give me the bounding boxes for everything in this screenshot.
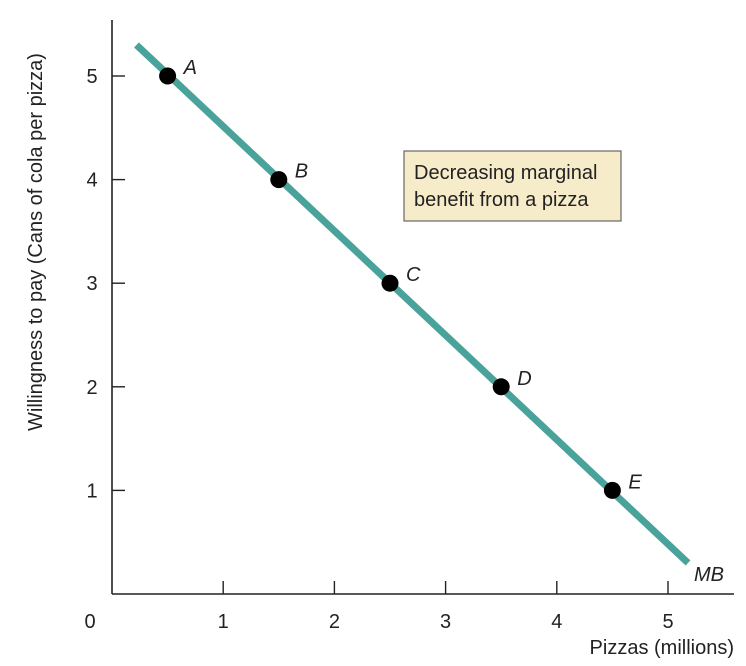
origin-label: 0 — [84, 611, 95, 633]
annotation-box: Decreasing marginal benefit from a pizza — [403, 150, 622, 222]
x-tick-label-3: 3 — [440, 611, 451, 633]
x-tick-label-2: 2 — [329, 611, 340, 633]
y-tick-label-5: 5 — [86, 66, 97, 88]
point-b — [270, 171, 288, 189]
mb-curve — [134, 42, 691, 566]
point-a — [159, 67, 177, 85]
point-label-c: C — [406, 264, 421, 286]
ticks — [112, 75, 669, 594]
x-tick-label-5: 5 — [662, 611, 673, 633]
y-tick-label-4: 4 — [86, 170, 97, 192]
y-tick-label-1: 1 — [86, 480, 97, 502]
annotation-background — [403, 150, 622, 222]
point-e — [603, 481, 621, 499]
y-tick-label-3: 3 — [86, 273, 97, 295]
point-c — [381, 274, 399, 292]
mb-curve-label: MB — [694, 564, 724, 586]
series-layer: MB A B C D E — [134, 42, 724, 586]
annotation-line-2: benefit from a pizza — [414, 189, 589, 211]
point-label-d: D — [517, 368, 531, 390]
point-label-a: A — [183, 57, 197, 79]
y-tick-label-2: 2 — [86, 377, 97, 399]
axes — [111, 20, 734, 595]
point-label-e: E — [628, 471, 642, 493]
annotation-line-1: Decreasing marginal — [414, 162, 597, 184]
y-axis-title: Willingness to pay (Cans of cola per piz… — [25, 53, 47, 431]
x-tick-label-4: 4 — [551, 611, 562, 633]
x-tick-label-1: 1 — [218, 611, 229, 633]
x-axis-title: Pizzas (millions) — [590, 637, 734, 659]
tick-labels: 1 2 3 4 5 1 2 3 4 5 — [86, 66, 673, 633]
point-label-b: B — [295, 161, 308, 183]
point-d — [492, 378, 510, 396]
